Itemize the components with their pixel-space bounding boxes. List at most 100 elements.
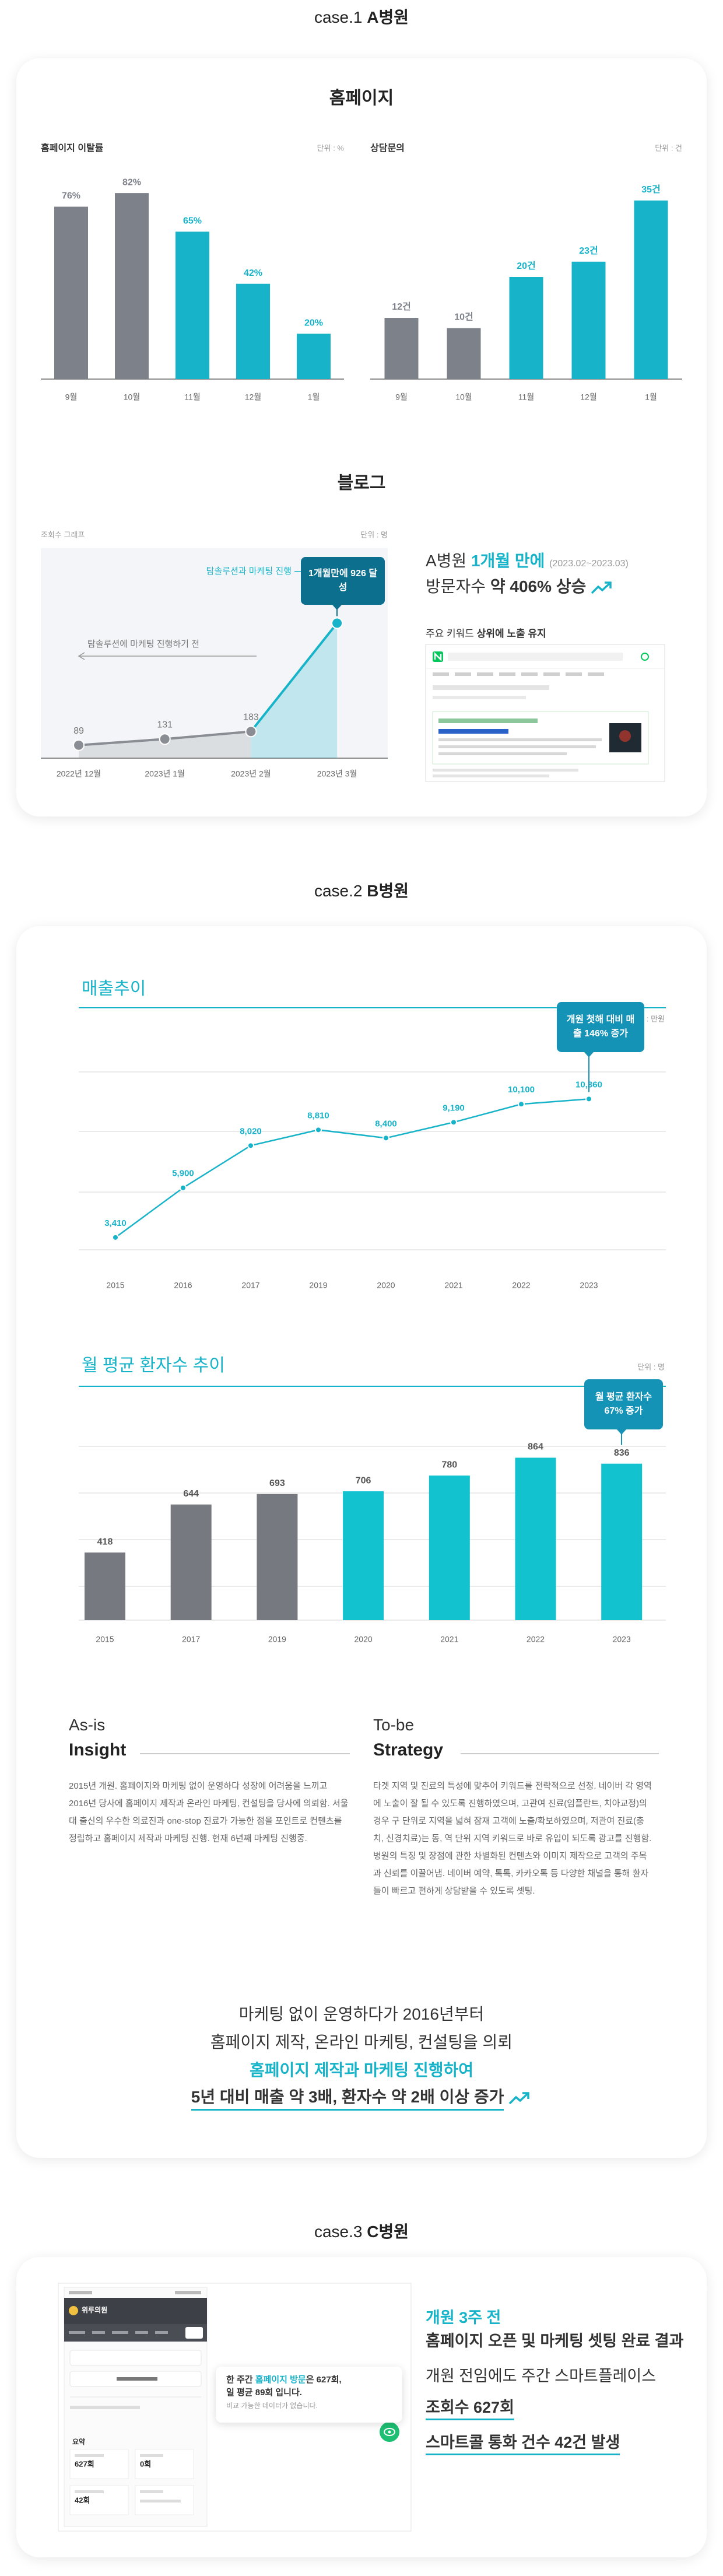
point [112,1233,119,1241]
decoration [384,2428,395,2436]
x-tick-label: 2023년 2월 [231,769,271,779]
result-line: 조회수 627회 [426,2395,514,2420]
decoration [140,2490,163,2493]
value-label: 3,410 [104,1218,127,1228]
popup-suffix: 은 627회, [306,2375,342,2385]
annotation: 탐솔루션에 마케팅 진행하기 전 [87,639,199,649]
result-line: 개원 3주 전 [426,2309,501,2326]
bar [601,1463,643,1620]
unit-label: 단위 : 건 [655,143,682,152]
keyword-note: 주요 키워드 상위에 노출 유지 [426,625,546,640]
popup-line: 일 평균 89회 입니다. [226,2388,302,2398]
keyword-highlight: 상위에 노출 유지 [476,628,546,639]
chart-title: 조회수 그래프 [41,530,85,539]
bar [297,334,331,379]
result-line: 방문자수 약 406% 상승 [426,574,614,597]
conclusion-highlight: 5년 대비 매출 약 3배, 환자수 약 2배 이상 증가 [191,2084,504,2111]
decoration [117,2377,157,2381]
chart-title: 월 평균 환자수 추이 [82,1356,225,1375]
bar [176,232,209,379]
decoration [499,672,515,676]
decoration [455,672,471,676]
decoration [75,2454,104,2457]
bar [54,206,88,379]
case-name: A병원 [367,8,409,26]
value-label: 10,100 [508,1085,535,1095]
decoration [69,2331,85,2334]
result-line: 홈페이지 오픈 및 마케팅 셋팅 완료 결과 [426,2332,684,2350]
result-line: A병원 1개월 만에 (2023.02~2023.03) [426,548,629,572]
callout: 월 평균 환자수 67% 증가 [584,1379,663,1429]
x-tick-label: 12월 [245,392,261,402]
value-label: 780 [441,1460,457,1470]
decoration [185,2327,203,2339]
decoration [175,2291,201,2294]
point [245,726,257,738]
point [73,739,85,751]
decoration [433,672,604,676]
unit-label: 단위 : 명 [360,530,388,539]
conclusion-line: 마케팅 없이 운영하다가 2016년부터 [238,2005,485,2023]
decoration [155,2331,168,2334]
chart-title: 홈페이지 이탈률 [41,142,104,153]
popup-card: 한 주간 홈페이지 방문은 627회, 일 평균 89회 입니다. 비교 가능한… [216,2367,402,2423]
decoration [434,651,442,662]
popup-note: 비교 가능한 데이터가 없습니다. [226,2402,318,2410]
decoration [69,2350,202,2366]
bar [384,318,419,379]
bar [429,1475,470,1620]
search-screenshot [425,644,665,782]
conclusion-line: 홈페이지 제작, 온라인 마케팅, 컨설팅을 의뢰 [210,2033,513,2051]
point [159,733,171,745]
keyword-text: 주요 키워드 [426,628,474,639]
visitors-highlight: 약 406% 상승 [490,577,587,595]
period: (2023.02~2023.03) [549,559,629,569]
x-tick-label: 2022 [527,1635,545,1644]
value-label: 42% [244,268,262,278]
decoration [521,672,538,676]
annotation-arrow [78,652,85,660]
conclusion-line: 5년 대비 매출 약 3배, 환자수 약 2배 이상 증가 [0,2084,723,2111]
x-tick-label: 2016 [174,1281,192,1290]
x-tick-label: 10월 [124,392,140,402]
value-label: 418 [97,1537,113,1547]
phone-stat: 42회 [75,2496,90,2504]
bar [170,1504,212,1620]
decoration [69,2306,78,2315]
section-title: 블로그 [337,474,386,493]
point [315,1126,322,1134]
x-tick-label: 2021 [440,1635,458,1644]
visitors: 방문자수 [426,577,486,595]
x-tick-label: 2019 [309,1281,327,1290]
x-tick-label: 12월 [580,392,596,402]
decoration [477,672,493,676]
x-tick-label: 2022 [512,1281,530,1290]
result-line: 스마트콜 통화 건수 42건 발생 [426,2430,620,2455]
value-label: 836 [614,1448,630,1458]
decoration [140,2500,181,2503]
value-label: 20% [304,318,323,328]
decoration [140,2454,163,2457]
trend-icon [508,2091,529,2104]
x-tick-label: 1월 [645,392,657,402]
case-heading: case.3 C병원 [0,2219,723,2242]
phone-stat: 0회 [140,2459,151,2468]
value-label: 183 [243,712,259,722]
decoration [433,774,549,777]
point [518,1101,525,1108]
decoration [641,653,649,661]
strategy-title: Strategy [373,1740,444,1760]
x-tick-label: 2023 [580,1281,598,1290]
insight-title: Insight [69,1740,127,1760]
value-label: 76% [62,191,80,201]
result-line: 개원 전임에도 주간 스마트플레이스 [426,2367,657,2385]
bar [509,277,543,379]
strategy-over: To-be [373,1716,415,1734]
value-label: 20건 [517,261,536,271]
point [585,1095,592,1103]
x-tick-label: 9월 [395,392,408,402]
x-tick-label: 10월 [455,392,472,402]
point [450,1119,457,1126]
case-label: case.1 [314,8,363,26]
